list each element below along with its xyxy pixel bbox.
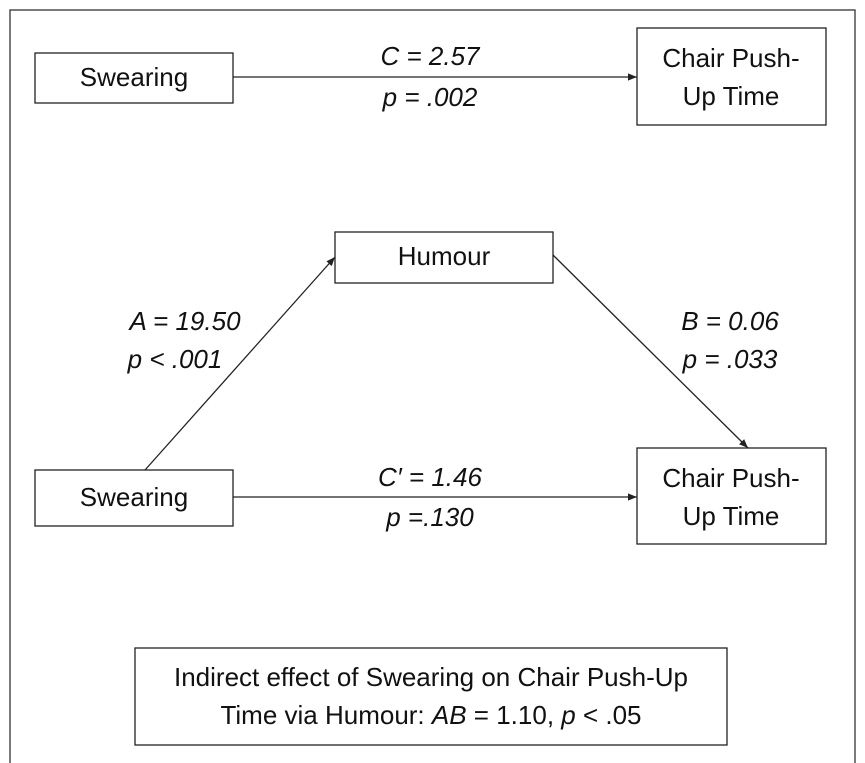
indirect-text: Time via Humour: AB = 1.10, p < .05 — [220, 700, 641, 730]
path-label: C′ = 1.46 — [378, 462, 482, 492]
path-label: p < .001 — [127, 344, 223, 374]
text-part: Time via Humour: — [220, 700, 431, 730]
swearing-box — [34, 52, 234, 104]
path-label: A = 19.50 — [127, 306, 241, 336]
node-label: Chair Push- — [662, 463, 799, 493]
path-label: p =.130 — [385, 502, 474, 532]
path-label: p = .002 — [382, 82, 478, 112]
node-label: Chair Push- — [662, 43, 799, 73]
swearing-box — [34, 469, 234, 527]
path-label: p = .033 — [682, 344, 778, 374]
arrow — [552, 254, 749, 449]
node-label: Up Time — [683, 81, 780, 111]
node-label: Humour — [398, 241, 491, 271]
text-part: < .05 — [576, 700, 642, 730]
path-label: C = 2.57 — [380, 41, 481, 71]
text-part: p — [560, 700, 575, 730]
frame — [9, 9, 856, 763]
indirect-text: Indirect effect of Swearing on Chair Pus… — [174, 662, 688, 692]
text-part: = 1.10, — [467, 700, 562, 730]
node-label: Swearing — [80, 62, 188, 92]
text-part: AB — [430, 700, 467, 730]
push-up-box — [636, 27, 827, 126]
indirect-box — [134, 647, 728, 746]
push-up-box — [636, 447, 827, 545]
node-label: Up Time — [683, 501, 780, 531]
node-label: Swearing — [80, 482, 188, 512]
path-label: B = 0.06 — [681, 306, 779, 336]
arrow — [144, 256, 336, 471]
